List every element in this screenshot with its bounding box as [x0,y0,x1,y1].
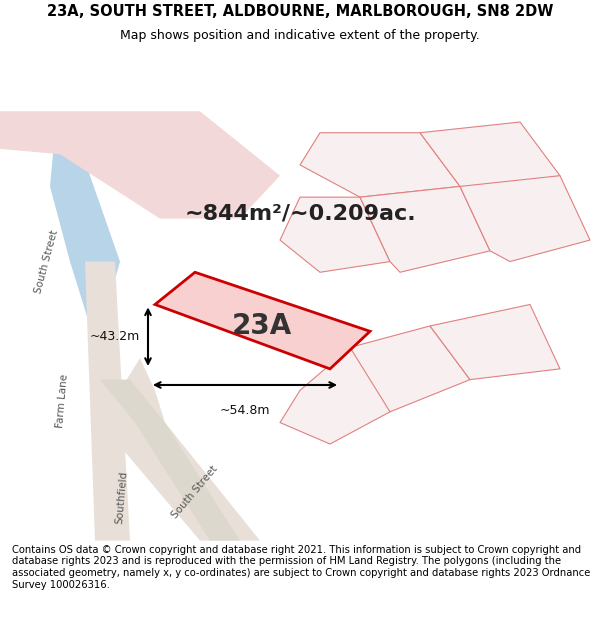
Text: ~844m²/~0.209ac.: ~844m²/~0.209ac. [184,203,416,223]
Polygon shape [85,261,130,541]
Polygon shape [0,111,280,219]
Polygon shape [155,272,370,369]
Polygon shape [50,132,120,326]
Text: 23A, SOUTH STREET, ALDBOURNE, MARLBOROUGH, SN8 2DW: 23A, SOUTH STREET, ALDBOURNE, MARLBOROUG… [47,4,553,19]
Polygon shape [280,197,390,272]
Text: Farm Lane: Farm Lane [55,374,70,428]
Polygon shape [420,122,560,197]
Text: ~54.8m: ~54.8m [220,404,270,418]
Polygon shape [340,326,470,412]
Polygon shape [300,132,460,197]
Polygon shape [280,348,390,444]
Polygon shape [360,186,490,272]
Text: South Street: South Street [34,229,60,294]
Polygon shape [100,379,240,541]
Polygon shape [100,358,260,541]
Text: 23A: 23A [232,312,292,340]
Text: ~43.2m: ~43.2m [90,330,140,343]
Text: South Street: South Street [170,464,220,521]
Text: Map shows position and indicative extent of the property.: Map shows position and indicative extent… [120,29,480,42]
Text: Contains OS data © Crown copyright and database right 2021. This information is : Contains OS data © Crown copyright and d… [12,545,590,589]
Polygon shape [430,304,560,379]
Polygon shape [460,176,590,261]
Text: Southfield: Southfield [115,471,129,524]
